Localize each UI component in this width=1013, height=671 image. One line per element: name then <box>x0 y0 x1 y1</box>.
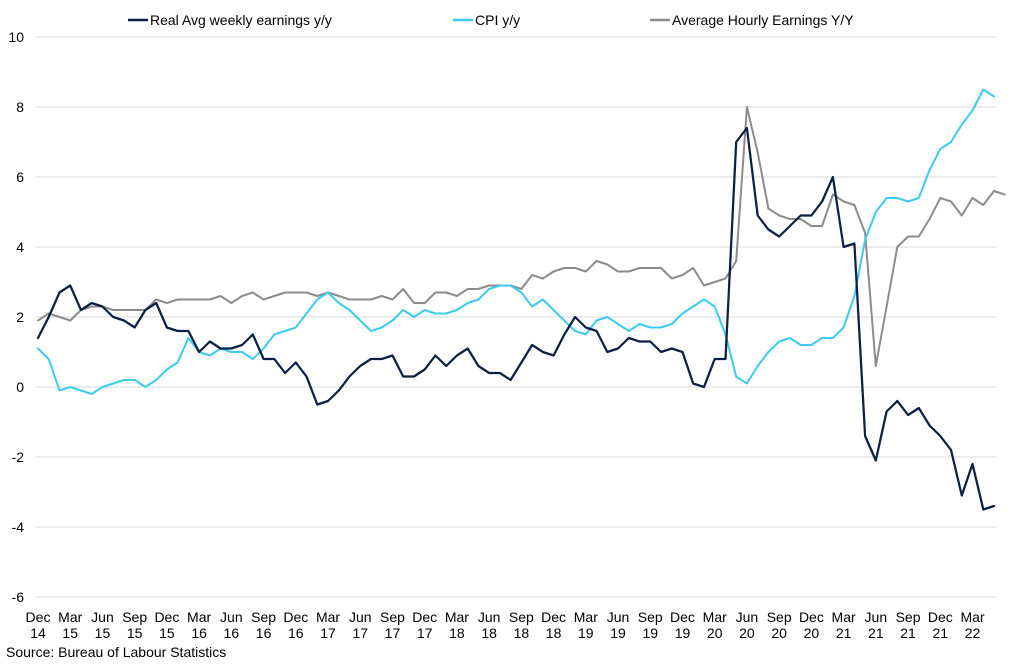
y-axis: -6 -4 -2 0 2 4 6 8 10 <box>8 29 24 605</box>
line-real-avg-weekly-earnings <box>36 126 996 511</box>
x-tick-label-year: 15 <box>95 625 111 641</box>
gridlines <box>36 36 996 598</box>
x-tick-label-year: 18 <box>481 625 497 641</box>
x-tick-label-month: Jun <box>607 609 630 625</box>
x-tick-label-month: Jun <box>349 609 372 625</box>
x-tick-label-year: 15 <box>62 625 78 641</box>
x-tick-label-year: 20 <box>739 625 755 641</box>
x-tick-label-month: Jun <box>478 609 501 625</box>
y-tick-label: -4 <box>12 519 25 535</box>
y-tick-label: 4 <box>16 239 24 255</box>
x-tick-label-year: 19 <box>610 625 626 641</box>
x-tick-label-year: 20 <box>707 625 723 641</box>
x-tick-label-year: 16 <box>191 625 207 641</box>
y-tick-label: 6 <box>16 169 24 185</box>
legend: Real Avg weekly earnings y/y CPI y/y Avera… <box>128 12 854 28</box>
x-tick-label-month: Jun <box>865 609 888 625</box>
line-cpi <box>37 88 995 395</box>
source-note: Source: Bureau of Labour Statistics <box>6 644 227 660</box>
y-tick-label: 2 <box>16 309 24 325</box>
y-tick-label: 0 <box>16 379 24 395</box>
x-tick-label-month: Sep <box>122 609 147 625</box>
x-tick-label-month: Mar <box>703 609 727 625</box>
x-tick-label-month: Jun <box>736 609 759 625</box>
x-tick-label-month: Dec <box>799 609 824 625</box>
x-tick-label-month: Dec <box>541 609 566 625</box>
x-axis: Dec14Mar15Jun15Sep15Dec15Mar16Jun16Sep16… <box>26 609 985 641</box>
line-average-hourly-earnings <box>37 106 1006 367</box>
x-tick-label-month: Sep <box>638 609 663 625</box>
x-tick-label-year: 15 <box>159 625 175 641</box>
x-tick-label-year: 19 <box>675 625 691 641</box>
x-tick-label-year: 20 <box>771 625 787 641</box>
x-tick-label-year: 18 <box>449 625 465 641</box>
x-tick-label-year: 18 <box>546 625 562 641</box>
legend-cpi-label: CPI y/y <box>475 12 520 28</box>
legend-average-hourly-earnings-label: Average Hourly Earnings Y/Y <box>672 12 854 28</box>
x-tick-label-month: Sep <box>380 609 405 625</box>
x-tick-label-year: 19 <box>642 625 658 641</box>
x-tick-label-month: Mar <box>187 609 211 625</box>
x-tick-label-month: Mar <box>832 609 856 625</box>
x-tick-label-month: Mar <box>58 609 82 625</box>
x-tick-label-year: 21 <box>868 625 884 641</box>
x-tick-label-year: 20 <box>804 625 820 641</box>
y-tick-label: 10 <box>8 29 24 45</box>
x-tick-label-month: Mar <box>960 609 984 625</box>
x-tick-label-year: 15 <box>127 625 143 641</box>
x-tick-label-month: Mar <box>445 609 469 625</box>
x-tick-label-year: 17 <box>352 625 368 641</box>
x-tick-label-year: 17 <box>385 625 401 641</box>
x-tick-label-year: 14 <box>30 625 46 641</box>
x-tick-label-year: 21 <box>836 625 852 641</box>
x-tick-label-month: Dec <box>412 609 437 625</box>
x-tick-label-month: Sep <box>251 609 276 625</box>
x-tick-label-month: Jun <box>91 609 114 625</box>
x-tick-label-year: 17 <box>320 625 336 641</box>
x-tick-label-year: 21 <box>933 625 949 641</box>
x-tick-label-month: Mar <box>574 609 598 625</box>
x-tick-label-year: 17 <box>417 625 433 641</box>
x-tick-label-year: 16 <box>256 625 272 641</box>
series-lines <box>36 88 1006 511</box>
y-tick-label: -2 <box>12 449 25 465</box>
x-tick-label-month: Mar <box>316 609 340 625</box>
x-tick-label-month: Sep <box>896 609 921 625</box>
x-tick-label-month: Jun <box>220 609 243 625</box>
x-tick-label-month: Dec <box>928 609 953 625</box>
x-tick-label-year: 21 <box>900 625 916 641</box>
x-tick-label-month: Sep <box>767 609 792 625</box>
x-tick-label-year: 22 <box>965 625 981 641</box>
x-tick-label-month: Dec <box>26 609 51 625</box>
x-tick-label-month: Dec <box>154 609 179 625</box>
legend-real-avg-weekly-earnings-label: Real Avg weekly earnings y/y <box>150 12 332 28</box>
x-tick-label-year: 16 <box>224 625 240 641</box>
x-tick-label-month: Dec <box>283 609 308 625</box>
x-tick-label-month: Dec <box>670 609 695 625</box>
y-tick-label: -6 <box>12 589 25 605</box>
x-tick-label-year: 18 <box>514 625 530 641</box>
y-tick-label: 8 <box>16 99 24 115</box>
x-tick-label-year: 19 <box>578 625 594 641</box>
x-tick-label-month: Sep <box>509 609 534 625</box>
x-tick-label-year: 16 <box>288 625 304 641</box>
